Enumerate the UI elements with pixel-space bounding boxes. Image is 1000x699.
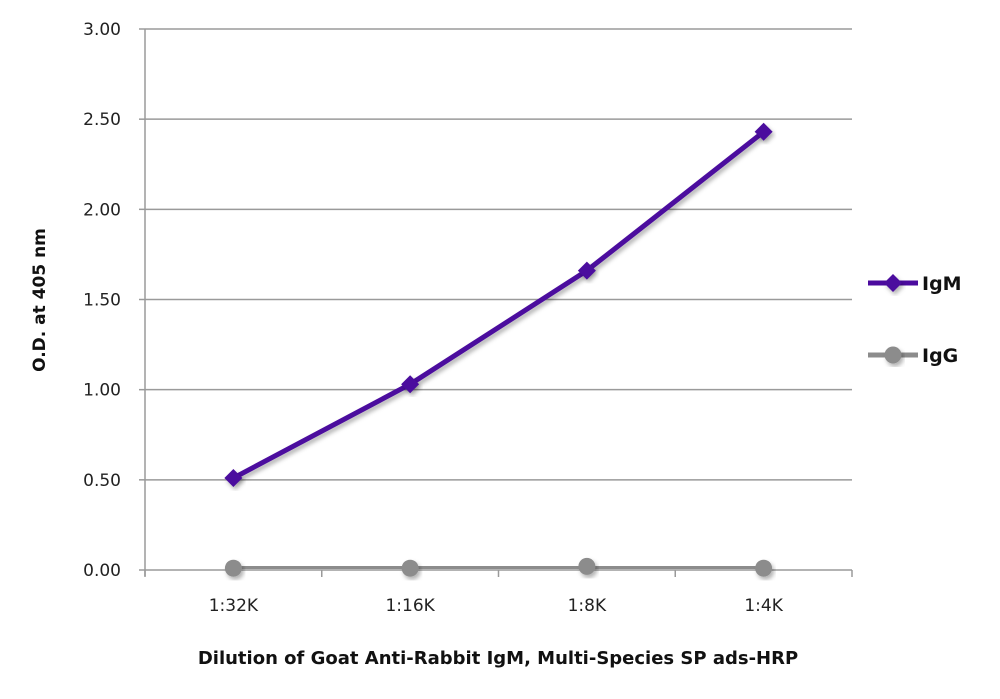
data-point-igm <box>754 122 773 141</box>
data-point-igm <box>577 261 596 280</box>
legend-marker-igm <box>884 274 902 292</box>
data-point-igm <box>224 469 243 488</box>
data-point-igg <box>224 559 242 577</box>
x-tick-label: 1:8K <box>568 596 607 616</box>
x-tick-label: 1:32K <box>209 596 259 616</box>
y-tick-label: 2.00 <box>83 200 121 220</box>
x-tick-label: 1:16K <box>385 596 435 616</box>
legend-label-igg: IgG <box>922 345 958 367</box>
data-point-igg <box>578 557 596 575</box>
series-line-igg <box>233 563 764 571</box>
y-tick-label: 3.00 <box>83 20 121 40</box>
y-tick-label: 0.00 <box>83 561 121 581</box>
y-tick-label: 2.50 <box>83 110 121 130</box>
data-point-igg <box>401 559 419 577</box>
legend-label-igm: IgM <box>922 273 962 295</box>
series-line-igm <box>232 129 766 481</box>
legend-marker-igg <box>884 346 902 364</box>
x-axis-title: Dilution of Goat Anti-Rabbit IgM, Multi-… <box>198 648 798 669</box>
y-tick-label: 1.50 <box>83 291 121 311</box>
data-point-igm <box>401 375 420 394</box>
y-axis-title: O.D. at 405 nm <box>30 228 50 372</box>
y-tick-label: 1.00 <box>83 381 121 401</box>
y-tick-label: 0.50 <box>83 471 121 491</box>
x-tick-label: 1:4K <box>744 596 783 616</box>
data-point-igg <box>755 559 773 577</box>
